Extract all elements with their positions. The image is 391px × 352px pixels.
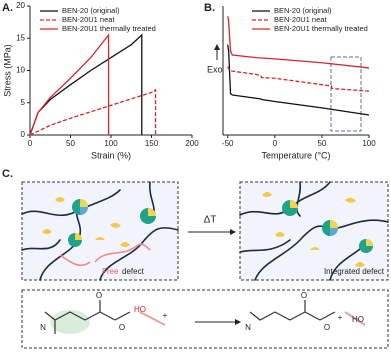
highlight-box	[330, 56, 362, 132]
x-tick-label: 50	[317, 139, 326, 148]
y-tick-label: 0	[21, 130, 26, 139]
series-line	[29, 33, 143, 136]
series-line	[227, 16, 370, 69]
integrated-label: Integrated defect	[324, 267, 385, 276]
network-free	[21, 181, 179, 281]
scheme-text: +	[163, 311, 168, 320]
scheme	[21, 289, 389, 349]
y-axis-label: Exo	[207, 64, 223, 74]
x-tick-label: 0	[28, 139, 33, 148]
legend-label: BEN-20U1 thermally treated	[274, 24, 368, 33]
exo-arrowhead	[214, 44, 220, 50]
network-integrated	[239, 181, 389, 281]
scheme-text: O	[301, 291, 307, 300]
arrowhead	[230, 229, 236, 235]
x-tick-label: 100	[362, 139, 376, 148]
legend-label: BEN-20U1 neat	[62, 15, 115, 24]
legend-label: BEN-20 (original)	[62, 6, 120, 15]
legend-label: BEN-20U1 thermally treated	[62, 24, 156, 33]
series-line	[29, 88, 157, 136]
y-tick-label: 15	[16, 33, 25, 42]
x-axis-label: Strain (%)	[91, 150, 131, 160]
y-tick-label: 20	[16, 1, 25, 10]
scheme-text: N	[40, 323, 46, 332]
x-tick-label: 50	[66, 139, 75, 148]
panel-label: C.	[2, 168, 13, 180]
panel-label: A.	[2, 2, 13, 14]
free-label: Free	[102, 267, 119, 276]
x-tick-label: 150	[145, 139, 159, 148]
x-axis-label: Temperature (°C)	[261, 150, 330, 160]
defect-label: defect	[122, 267, 145, 276]
scheme-text: O	[324, 323, 330, 332]
scheme-text: HO	[134, 305, 146, 314]
series-line	[29, 33, 110, 136]
x-tick-label: 100	[104, 139, 118, 148]
x-tick-label: 200	[185, 139, 199, 148]
scheme-text: +	[338, 313, 343, 322]
panel-label: B.	[204, 2, 215, 14]
y-axis-label: Stress (MPa)	[2, 44, 12, 97]
x-tick-label: -50	[222, 139, 234, 148]
series-line	[227, 44, 370, 116]
scheme-text: N	[245, 323, 251, 332]
scheme-text: O	[119, 323, 125, 332]
legend-label: BEN-20U1 neat	[274, 15, 327, 24]
scheme-text: HO	[352, 315, 364, 324]
arrow-label: ΔT	[204, 215, 217, 226]
scheme-text: O	[96, 291, 102, 300]
series-line	[227, 66, 370, 92]
y-tick-label: 5	[21, 98, 26, 107]
legend-label: BEN-20 (original)	[274, 6, 332, 15]
y-tick-label: 10	[16, 66, 25, 75]
x-tick-label: 0	[273, 139, 278, 148]
